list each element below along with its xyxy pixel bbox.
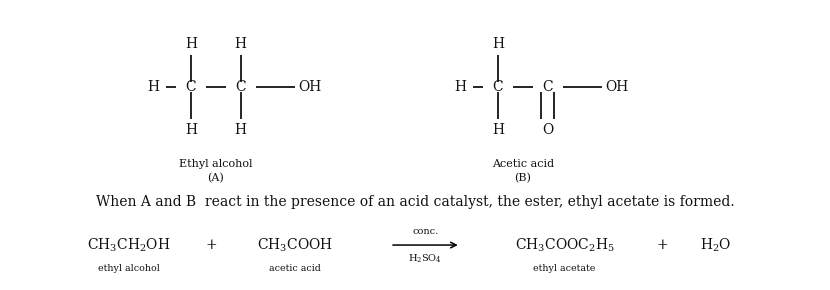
Text: C: C — [236, 80, 246, 94]
Text: Ethyl alcohol: Ethyl alcohol — [179, 159, 252, 169]
Text: H: H — [185, 37, 197, 51]
Text: $\mathregular{CH_3CH_2OH}$: $\mathregular{CH_3CH_2OH}$ — [87, 236, 170, 254]
Text: C: C — [543, 80, 553, 94]
Text: H: H — [235, 123, 247, 137]
Text: (A): (A) — [208, 173, 224, 184]
Text: $\mathregular{H_2SO_4}$: $\mathregular{H_2SO_4}$ — [408, 253, 442, 265]
Text: H: H — [492, 123, 504, 137]
Text: H: H — [492, 37, 504, 51]
Text: +: + — [206, 238, 217, 252]
Text: O: O — [542, 123, 554, 137]
Text: conc.: conc. — [413, 226, 438, 236]
Text: ethyl acetate: ethyl acetate — [533, 264, 596, 273]
Text: +: + — [657, 238, 668, 252]
Text: H: H — [148, 80, 159, 94]
Text: $\mathregular{H_2O}$: $\mathregular{H_2O}$ — [700, 236, 731, 254]
Text: (B): (B) — [515, 173, 531, 184]
Text: C: C — [493, 80, 503, 94]
Text: acetic acid: acetic acid — [269, 264, 320, 273]
Text: H: H — [235, 37, 247, 51]
Text: OH: OH — [605, 80, 628, 94]
Text: When A and B  react in the presence of an acid catalyst, the ester, ethyl acetat: When A and B react in the presence of an… — [95, 195, 735, 209]
Text: H: H — [185, 123, 197, 137]
Text: OH: OH — [298, 80, 321, 94]
Text: $\mathregular{CH_3COOC_2H_5}$: $\mathregular{CH_3COOC_2H_5}$ — [515, 236, 614, 254]
Text: H: H — [455, 80, 466, 94]
Text: Acetic acid: Acetic acid — [492, 159, 554, 169]
Text: C: C — [186, 80, 196, 94]
Text: ethyl alcohol: ethyl alcohol — [98, 264, 159, 273]
Text: $\mathregular{CH_3COOH}$: $\mathregular{CH_3COOH}$ — [256, 236, 333, 254]
